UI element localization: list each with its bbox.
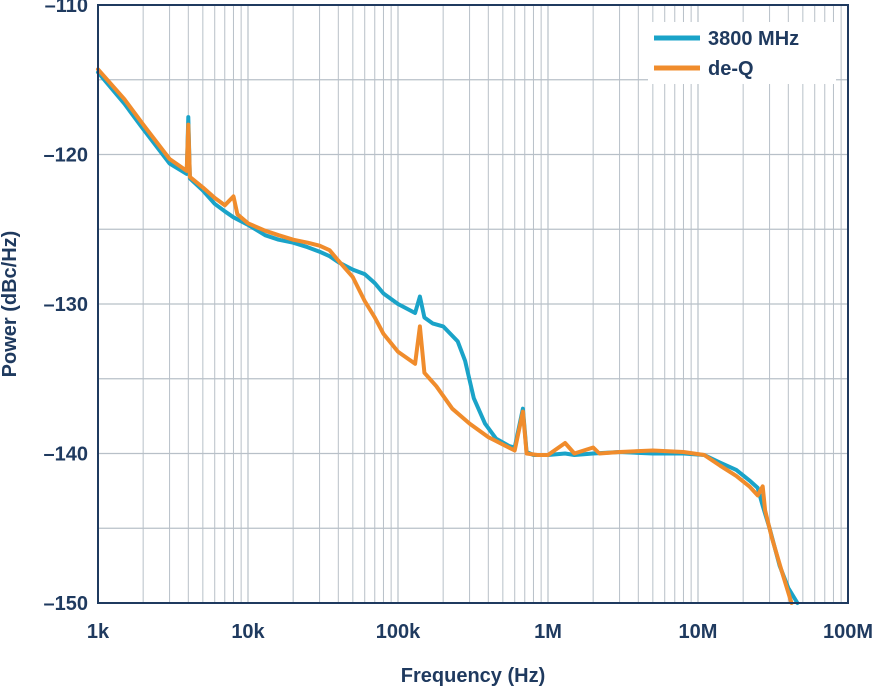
series-line-de-q bbox=[96, 67, 794, 605]
x-tick-label: 10k bbox=[231, 621, 265, 643]
y-axis-title: Power (dBc/Hz) bbox=[0, 231, 21, 378]
y-tick-label: –140 bbox=[44, 444, 89, 466]
y-tick-label: –120 bbox=[44, 145, 89, 167]
legend-label-3800mhz: 3800 MHz bbox=[708, 28, 799, 50]
legend-label-de-q: de-Q bbox=[708, 58, 754, 80]
x-axis-title: Frequency (Hz) bbox=[401, 665, 545, 687]
x-tick-label: 1k bbox=[87, 621, 110, 643]
grid bbox=[97, 4, 849, 604]
x-tick-label: 100k bbox=[376, 621, 421, 643]
plot-frame bbox=[97, 4, 849, 604]
legend: 3800 MHz de-Q bbox=[648, 22, 836, 84]
y-tick-label: –110 bbox=[45, 0, 88, 17]
y-tick-label: –150 bbox=[44, 593, 89, 615]
x-tick-label: 10M bbox=[679, 621, 718, 643]
legend-box bbox=[648, 22, 836, 84]
x-tick-label: 1M bbox=[534, 621, 562, 643]
x-tick-label: 100M bbox=[823, 621, 873, 643]
x-tick-labels: 1k 10k 100k 1M 10M 100M bbox=[87, 621, 873, 643]
y-tick-labels: –110 –120 –130 –140 –150 bbox=[44, 0, 89, 615]
y-tick-label: –130 bbox=[44, 294, 89, 316]
series-lines bbox=[96, 67, 800, 605]
